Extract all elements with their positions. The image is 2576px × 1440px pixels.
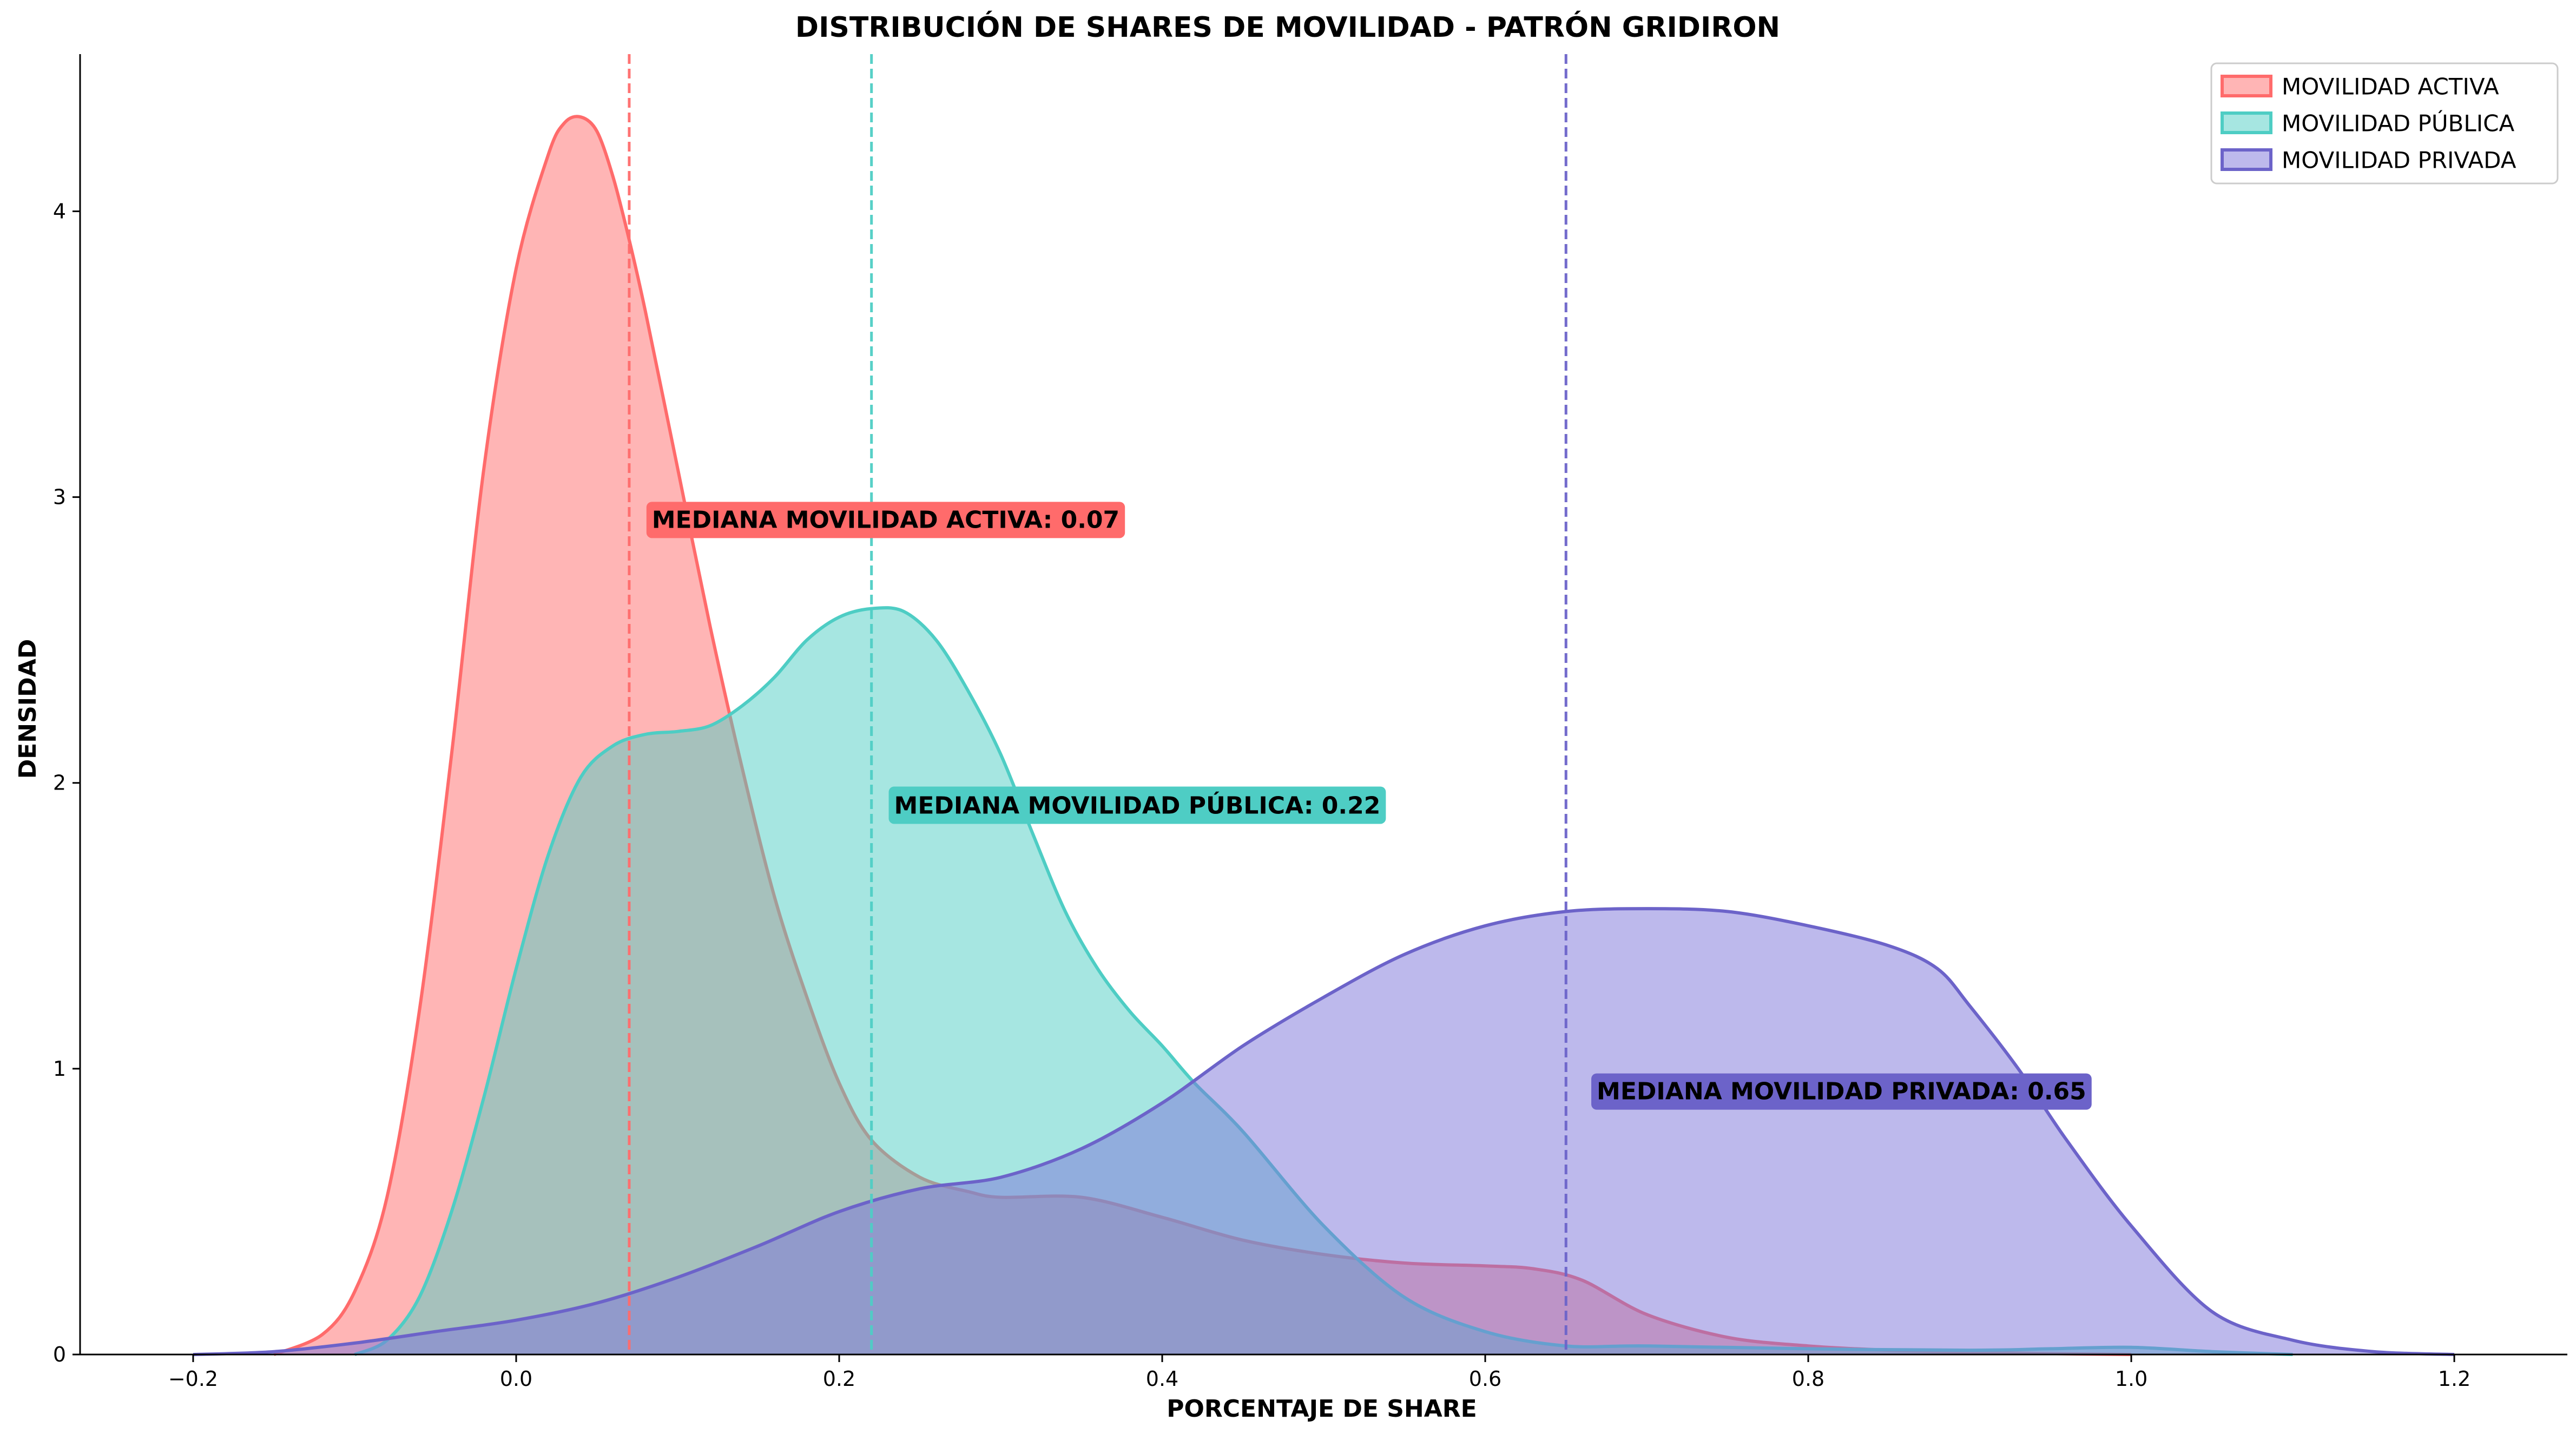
median-annotations: MEDIANA MOVILIDAD ACTIVA: 0.07 MEDIANA MO… [646,502,2092,1110]
x-tick-label: 1.2 [2438,1367,2470,1391]
y-tick-label: 3 [53,485,66,509]
legend-label-1: MOVILIDAD ACTIVA [2282,74,2499,100]
median-annotation-box [888,786,1386,824]
median-annotation-text: MEDIANA MOVILIDAD ACTIVA: 0.07 [652,506,1119,534]
median-annotation-text: MEDIANA MOVILIDAD PRIVADA: 0.65 [1597,1078,2086,1106]
legend: MOVILIDAD ACTIVA MOVILIDAD PÚBLICA MOVILID… [2210,62,2559,185]
density-line-3 [193,907,2455,1356]
x-tick-label: 0.2 [823,1367,855,1391]
density-area-2 [354,608,2293,1354]
x-tick-label: −0.2 [168,1367,218,1391]
y-ticks: 0 1 2 3 4 [53,199,80,1366]
legend-swatch-1 [2221,75,2272,97]
legend-box [2210,62,2559,185]
median-annotation-text: MEDIANA MOVILIDAD PÚBLICA: 0.22 [894,791,1381,819]
median-annotation-1: MEDIANA MOVILIDAD ACTIVA: 0.07 [646,502,1125,538]
median-annotation-box [1591,1073,2092,1110]
x-ticks: −0.2 0.0 0.2 0.4 0.6 0.8 1.0 1.2 [168,1354,2470,1391]
median-annotation-2: MEDIANA MOVILIDAD PÚBLICA: 0.22 [888,786,1386,824]
median-annotation-box [646,502,1125,538]
legend-label-2: MOVILIDAD PÚBLICA [2282,110,2514,137]
y-tick-label: 2 [53,771,66,795]
y-tick-label: 1 [53,1057,66,1081]
x-tick-label: 0.0 [500,1367,532,1391]
median-lines [628,54,1567,1354]
x-tick-label: 0.6 [1469,1367,1501,1391]
median-annotation-3: MEDIANA MOVILIDAD PRIVADA: 0.65 [1591,1073,2092,1110]
y-tick-label: 0 [53,1343,66,1366]
x-axis-label: PORCENTAJE DE SHARE [1167,1395,1477,1423]
y-tick-label: 4 [53,199,66,223]
axes: −0.2 0.0 0.2 0.4 0.6 0.8 1.0 1.2 0 1 2 3 4 [53,54,2567,1391]
chart-title: DISTRIBUCIÓN DE SHARES DE MOVILIDAD - PA… [795,10,1780,44]
x-tick-label: 1.0 [2115,1367,2147,1391]
x-tick-label: 0.4 [1146,1367,1178,1391]
density-area-3 [193,909,2454,1354]
legend-label-3: MOVILIDAD PRIVADA [2282,147,2516,174]
y-axis-label: DENSIDAD [14,639,42,779]
legend-swatch-2 [2221,111,2272,134]
legend-swatch-3 [2221,148,2272,171]
x-tick-label: 0.8 [1792,1367,1824,1391]
